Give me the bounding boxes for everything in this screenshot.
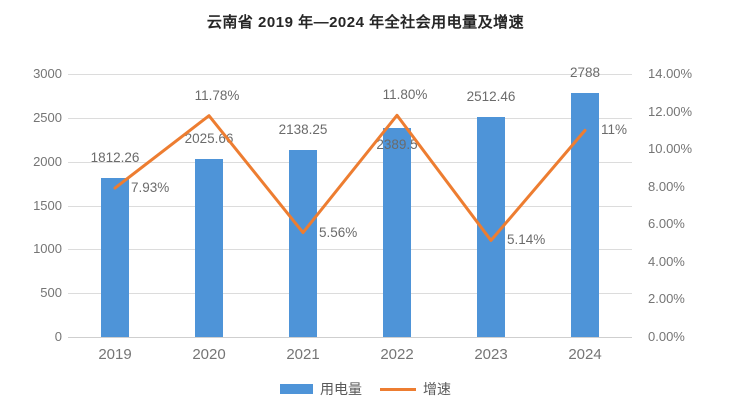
- y-axis-tick: 1500: [33, 197, 62, 213]
- y-axis-tick: 500: [40, 285, 62, 301]
- legend-item-consumption: 用电量: [280, 379, 362, 399]
- y-axis-tick: 2500: [33, 109, 62, 125]
- line-point-label: 11%: [601, 122, 628, 138]
- x-axis-tick-2019: 2019: [98, 346, 132, 363]
- line-point-label: 5.56%: [319, 224, 358, 240]
- line-point-label: 11.78%: [194, 87, 240, 103]
- y2-axis-tick: 8.00%: [648, 178, 685, 194]
- bar-value-label: 2788: [569, 64, 601, 80]
- gridline: [68, 293, 632, 295]
- line-point-label: 7.93%: [131, 180, 170, 196]
- bar-value-label: 1812.26: [90, 150, 140, 166]
- x-axis: 2019 2020 2021 2022 2023 2024: [68, 346, 632, 366]
- y-axis-right: 0.00% 2.00% 4.00% 6.00% 8.00% 10.00% 12.00% 14.…: [648, 66, 728, 344]
- x-axis-tick-2023: 2023: [474, 346, 508, 363]
- legend-line-swatch-icon: [380, 387, 416, 391]
- y2-axis-tick: 14.00%: [648, 66, 693, 81]
- bar-value-label: 2138.25: [278, 121, 328, 137]
- legend-bar-swatch-icon: [280, 384, 313, 394]
- bar-value-label: 2512.46: [466, 88, 516, 104]
- gridline: [68, 337, 632, 338]
- line-point-label: 11.80%: [382, 87, 428, 103]
- y2-axis-tick: 0.00%: [648, 329, 685, 344]
- y2-axis-tick: 12.00%: [648, 103, 693, 119]
- y-axis-tick: 3000: [33, 66, 62, 81]
- gridline: [68, 74, 632, 75]
- chart-title: 云南省 2019 年—2024 年全社会用电量及增速: [206, 14, 525, 31]
- y2-axis-tick: 4.00%: [648, 253, 685, 269]
- bar-2022: [383, 127, 411, 337]
- y-axis-tick: 1000: [33, 241, 62, 257]
- legend-consumption-label: 用电量: [320, 381, 362, 397]
- x-axis-tick-2020: 2020: [192, 346, 226, 363]
- gridline: [68, 205, 632, 207]
- bar-value-label: 2389.5: [376, 136, 418, 152]
- growth-rate-line: [113, 113, 587, 242]
- y2-axis-tick: 2.00%: [648, 291, 685, 307]
- bar-value-label: 2025.66: [184, 131, 234, 147]
- gridline: [68, 249, 632, 251]
- line-point-label: 5.14%: [507, 232, 546, 248]
- bar-2019: [101, 178, 129, 337]
- bar-2020: [195, 159, 223, 337]
- bar-2024: [571, 92, 599, 337]
- gridline: [68, 117, 632, 119]
- y2-axis-tick: 6.00%: [648, 216, 685, 232]
- legend-item-growth: 增速: [380, 379, 451, 399]
- x-axis-tick-2024: 2024: [568, 346, 602, 363]
- y-axis-tick: 0: [54, 329, 62, 344]
- x-axis-tick-2022: 2022: [380, 346, 414, 363]
- legend-growth-label: 增速: [423, 381, 451, 397]
- y2-axis-tick: 10.00%: [648, 141, 693, 157]
- bar-2021: [289, 149, 317, 337]
- legend: 用电量 增速: [0, 379, 731, 399]
- y-axis-tick: 2000: [33, 153, 62, 169]
- plot-area: 1812.26 2025.66 2138.25 2389.5 2512.46 2788 7.…: [68, 65, 632, 338]
- x-axis-tick-2021: 2021: [286, 346, 320, 363]
- y-axis-left: 0 500 1000 1500 2000 2500 3000: [0, 66, 62, 344]
- gridline: [68, 161, 632, 163]
- growth-rate-polyline: [113, 113, 587, 242]
